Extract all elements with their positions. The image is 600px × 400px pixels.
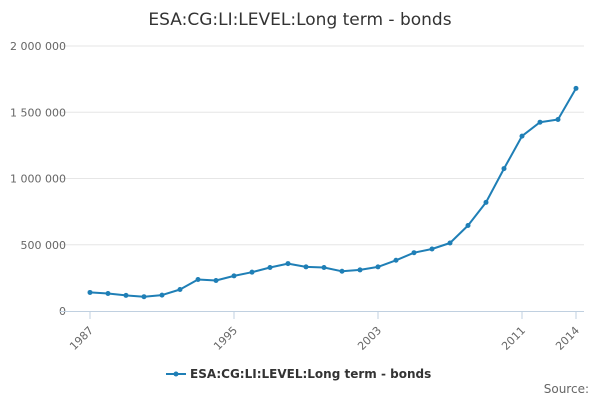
x-tick-label: 1995 xyxy=(211,324,240,353)
data-point[interactable] xyxy=(177,287,183,293)
data-point[interactable] xyxy=(573,85,579,91)
y-tick-label: 500 000 xyxy=(21,239,67,252)
data-point[interactable] xyxy=(357,267,363,273)
data-point[interactable] xyxy=(429,246,435,252)
data-point[interactable] xyxy=(483,199,489,205)
chart-title: ESA:CG:LI:LEVEL:Long term - bonds xyxy=(148,10,451,30)
data-point[interactable] xyxy=(447,240,453,246)
series-layer xyxy=(87,85,579,300)
legend-series-marker xyxy=(173,371,179,377)
data-point[interactable] xyxy=(159,292,165,298)
data-point[interactable] xyxy=(393,257,399,263)
legend-series-label: ESA:CG:LI:LEVEL:Long term - bonds xyxy=(190,367,431,381)
data-point[interactable] xyxy=(537,119,543,125)
data-point[interactable] xyxy=(321,265,327,271)
data-point[interactable] xyxy=(339,268,345,274)
data-point[interactable] xyxy=(231,273,237,279)
x-tick-label: 2011 xyxy=(499,324,528,353)
data-point[interactable] xyxy=(249,269,255,275)
x-tick-label: 2003 xyxy=(355,324,384,353)
y-tick-label: 1 000 000 xyxy=(10,173,66,186)
data-point[interactable] xyxy=(195,276,201,282)
data-point[interactable] xyxy=(555,117,561,123)
gridlines xyxy=(60,45,584,246)
data-point[interactable] xyxy=(285,261,291,267)
data-point[interactable] xyxy=(303,264,309,270)
data-point[interactable] xyxy=(519,133,525,139)
data-point[interactable] xyxy=(123,292,129,298)
x-tick-label: 1987 xyxy=(67,324,96,353)
data-point[interactable] xyxy=(411,250,417,256)
data-point[interactable] xyxy=(267,265,273,271)
data-point[interactable] xyxy=(213,278,219,284)
data-point[interactable] xyxy=(465,223,471,229)
x-tick-label: 2014 xyxy=(553,324,582,353)
y-tick-label: 1 500 000 xyxy=(10,106,66,119)
data-point[interactable] xyxy=(87,289,93,295)
legend[interactable]: ESA:CG:LI:LEVEL:Long term - bonds xyxy=(166,367,431,381)
data-point[interactable] xyxy=(375,264,381,270)
source-label[interactable]: Source: xyxy=(544,382,589,396)
series-line xyxy=(89,87,577,298)
data-point[interactable] xyxy=(141,294,147,300)
x-axis: 1987 1995 2003 2011 2014 xyxy=(60,311,584,353)
y-tick-label: 2 000 000 xyxy=(10,40,66,53)
data-point[interactable] xyxy=(105,291,111,297)
data-point[interactable] xyxy=(501,166,507,172)
